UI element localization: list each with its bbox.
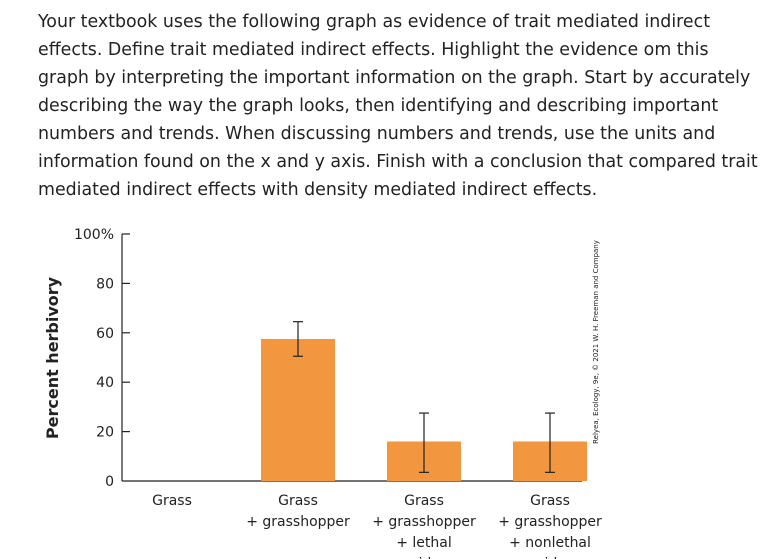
- y-tick-label: 40: [96, 375, 114, 391]
- category-labels: Grass Grass + grasshopper Grass + grasshoppe…: [152, 493, 602, 559]
- bar: [261, 338, 335, 481]
- y-tick-label: 20: [96, 425, 114, 441]
- y-tick-label: 80: [96, 276, 114, 292]
- category-label: Grass + grasshopper: [246, 493, 350, 530]
- credit-text: Relyea, Ecology, 9e, © 2021 W. H. Freema…: [592, 240, 600, 444]
- y-axis-label: Percent herbivory: [43, 276, 62, 439]
- y-axis: 0 20 40 60 80 100%: [74, 227, 130, 490]
- y-tick-label: 60: [96, 326, 114, 342]
- error-bar: [293, 321, 303, 357]
- error-bars: [293, 321, 555, 473]
- question-text: Your textbook uses the following graph a…: [38, 12, 758, 200]
- error-bar: [545, 412, 555, 473]
- category-label: Grass+ grasshopper+ nonlethalspider: [498, 493, 602, 559]
- category-label: Grass: [152, 493, 192, 509]
- y-tick-label: 100%: [74, 227, 114, 243]
- y-tick-label: 0: [105, 474, 114, 490]
- category-label: Grass+ grasshopper+ lethalspider: [372, 493, 476, 559]
- error-bar: [419, 412, 429, 473]
